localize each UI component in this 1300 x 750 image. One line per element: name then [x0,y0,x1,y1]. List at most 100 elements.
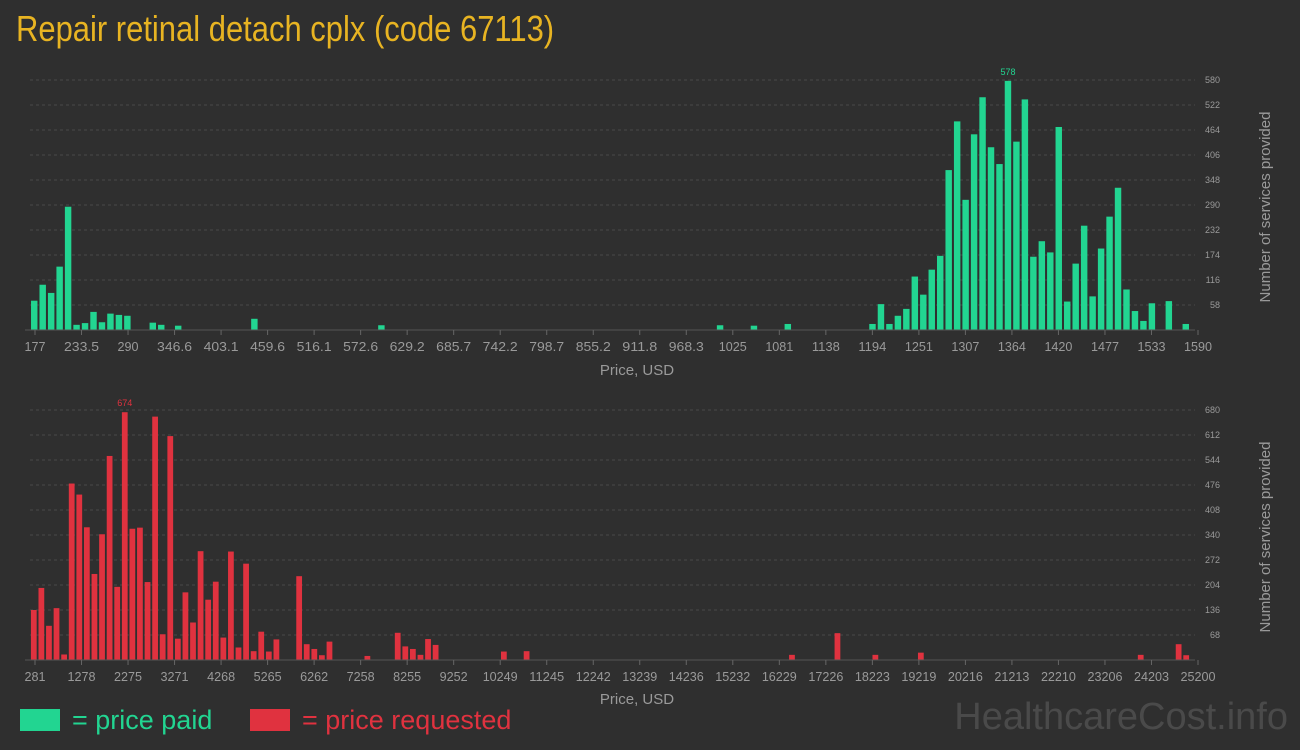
y-tick-label: 58 [1210,300,1220,310]
bar [174,325,182,330]
bar [149,322,156,330]
bar [167,436,174,660]
bar [1038,241,1046,330]
bar [417,654,424,660]
x-tick-label: 1138 [812,339,840,354]
bar [38,587,45,660]
x-tick-label: 233.5 [64,339,99,354]
x-tick-label: 11245 [529,669,564,684]
x-tick-label: 16229 [762,669,797,684]
bar [1165,301,1173,330]
x-tick-label: 25200 [1181,669,1216,684]
bar [1175,644,1182,660]
bar [500,651,507,660]
bar [228,551,234,660]
bar [789,654,795,660]
bar [243,563,249,660]
bar [1137,654,1144,660]
x-tick-label: 12242 [576,669,611,684]
x-tick-label: 281 [25,669,46,684]
bar [311,648,318,660]
x-tick-label: 17226 [808,669,843,684]
bar [970,134,978,330]
bar [425,639,431,660]
x-tick-label: 22210 [1041,669,1076,684]
x-tick-label: 629.2 [390,339,425,354]
bar [1140,320,1147,330]
bar [1183,655,1190,660]
x-tick-label: 5265 [254,669,282,684]
bar [523,651,530,660]
bar [1021,99,1029,331]
bar [1080,225,1088,330]
bar [364,655,371,660]
price-requested-chart: 68 136 204 272 340 408 476 544 612 680 674 281 1278 2… [25,398,1275,708]
bar [1148,303,1156,330]
bar [987,147,995,330]
y-tick-label: 204 [1205,580,1220,590]
y-tick-label: 174 [1205,250,1220,260]
bar [1047,252,1054,330]
x-tick-label: 1025 [719,339,747,354]
bar [235,647,242,660]
bar [251,318,258,330]
bar [303,644,310,660]
bar [750,325,758,330]
bar [190,622,196,660]
x-tick-label: 572.6 [343,339,378,354]
x-tick-label: 855.2 [576,339,611,354]
legend-price-requested: = price requested [250,702,511,738]
x-tick-label: 23206 [1087,669,1122,684]
bar [869,323,876,330]
x-tick-label: 1307 [951,339,979,354]
bar [159,634,166,660]
bar [1030,256,1037,330]
bar [81,323,89,330]
bar [174,638,181,660]
x-tick-label: 685.7 [436,339,471,354]
bar [326,641,333,660]
x-tick-label: 742.2 [483,339,518,354]
bar [432,644,439,660]
bar [1072,263,1079,330]
y-tick-label: 348 [1205,175,1220,185]
x-tick-label: 346.6 [157,339,192,354]
x-axis-title: Price, USD [600,362,674,379]
x-axis-title: Price, USD [600,691,674,708]
bar [106,455,113,660]
x-tick-label: 968.3 [669,339,704,354]
bar [83,527,90,660]
bar [158,324,165,330]
bar [872,654,879,660]
x-tick-label: 1251 [905,339,933,354]
page-title: Repair retinal detach cplx (code 67113) [16,8,555,49]
x-tick-label: 6262 [300,669,328,684]
bar [1013,141,1020,330]
bar [61,654,67,660]
x-tick-label: 3271 [161,669,189,684]
x-tick-label: 403.1 [204,339,239,354]
legend-paid-label: = price paid [72,704,213,735]
x-tick-label: 1194 [858,339,886,354]
y-tick-label: 232 [1205,225,1220,235]
x-tick-label: 13239 [622,669,657,684]
x-tick-label: 18223 [855,669,890,684]
bar [212,581,219,660]
x-tick-label: 177 [25,339,46,354]
bar [1123,289,1130,330]
bar [903,308,910,330]
x-tick-label: 1081 [765,339,793,354]
bar [197,551,204,660]
bar [1004,80,1012,330]
bar [114,586,121,660]
bar [296,576,303,660]
x-tick-label: 1477 [1091,339,1119,354]
bar [920,294,927,330]
peak-value-label: 674 [117,398,132,408]
x-tick-label: 8255 [393,669,421,684]
bar [1106,216,1113,330]
x-tick-label: 4268 [207,669,235,684]
bar [1064,301,1071,330]
bar [953,121,961,330]
